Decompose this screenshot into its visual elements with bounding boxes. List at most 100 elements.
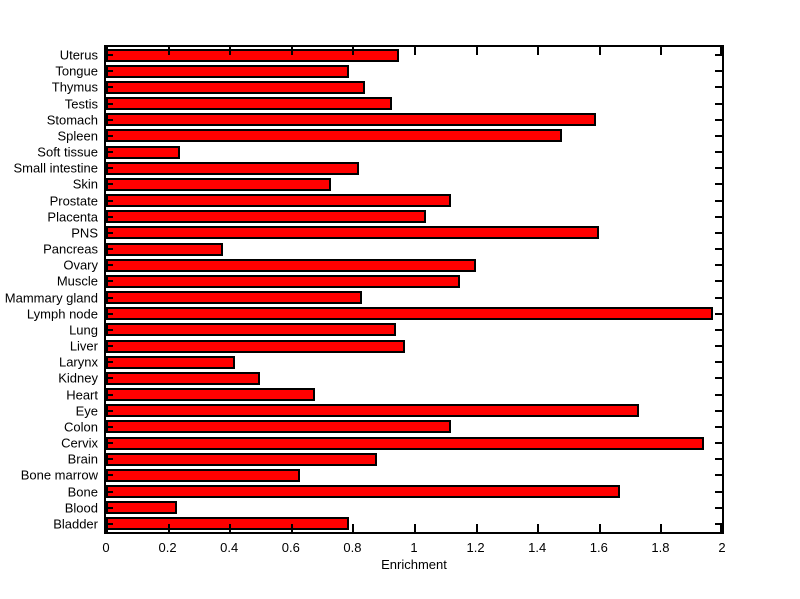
y-tick [715,361,722,364]
category-label: Skin [72,176,98,192]
y-tick [106,264,113,267]
y-tick [106,134,113,137]
x-tick [475,524,478,532]
y-tick [715,215,722,218]
bar-bone [106,485,621,499]
category-label: Small intestine [13,160,98,176]
bar-prostate [106,194,451,208]
y-tick [106,54,113,57]
y-tick [106,102,113,105]
category-label: Stomach [46,112,98,128]
x-tick [229,524,232,532]
y-tick [106,345,113,348]
x-tick [414,524,416,532]
x-tick-label: 1 [410,540,418,555]
category-label: Heart [66,387,98,403]
bar-cervix [106,436,704,450]
category-label: Blood [64,500,98,516]
x-tick [537,47,540,55]
x-tick-label: 1.6 [589,540,608,555]
x-tick [414,47,416,55]
y-tick [715,54,722,57]
bar-spleen [106,129,562,143]
x-tick [290,524,293,532]
x-tick-label: 1.4 [528,540,547,555]
category-label: Placenta [47,209,98,225]
category-label: Larynx [58,354,98,370]
bar-testis [106,97,393,111]
x-tick [720,524,722,532]
category-label: Thymus [51,79,98,95]
y-tick [715,393,722,396]
x-tick [106,47,108,55]
x-tick [475,47,478,55]
y-tick [106,280,113,283]
y-tick [106,474,113,477]
y-tick [715,345,722,348]
x-tick [167,47,170,55]
x-tick [660,524,663,532]
y-tick [715,151,722,154]
category-label: Ovary [63,257,98,273]
y-tick [715,458,722,461]
x-tick [106,524,108,532]
bar-skin [106,177,331,191]
category-label: Uterus [59,47,98,63]
bar-small-intestine [106,161,359,175]
bar-tongue [106,64,350,78]
x-tick [660,47,663,55]
x-tick-label: 0 [102,540,110,555]
y-tick [106,377,113,380]
y-tick [106,506,113,509]
bar-bone-marrow [106,468,301,482]
x-tick-label: 1.2 [466,540,485,555]
y-tick [715,167,722,170]
category-label: Liver [69,338,98,354]
bar-soft-tissue [106,145,180,159]
category-label: Eye [75,403,98,419]
x-tick [352,47,355,55]
category-label: Cervix [61,435,98,451]
y-tick [715,231,722,234]
bar-muscle [106,274,461,288]
y-tick [106,361,113,364]
bar-placenta [106,210,427,224]
y-tick [106,215,113,218]
x-tick [598,47,601,55]
y-tick [106,167,113,170]
category-label: Tongue [55,63,98,79]
category-label: Bone [67,484,98,500]
y-tick [715,425,722,428]
bar-brain [106,452,378,466]
y-tick [106,522,113,525]
y-tick [715,280,722,283]
y-tick [106,458,113,461]
bar-heart [106,388,316,402]
x-tick [229,47,232,55]
y-tick [715,118,722,121]
category-label: Lymph node [26,306,98,322]
y-tick [106,442,113,445]
y-tick [715,490,722,493]
y-tick [715,264,722,267]
y-tick [106,151,113,154]
bar-mammary-gland [106,291,362,305]
category-label: Bladder [53,516,98,532]
y-tick [106,328,113,331]
plot-area [104,45,724,534]
y-tick [106,231,113,234]
y-tick [106,199,113,202]
bar-liver [106,339,405,353]
bar-colon [106,420,451,434]
bar-stomach [106,113,596,127]
bar-larynx [106,355,236,369]
category-label: Soft tissue [37,144,98,160]
bar-pns [106,226,599,240]
y-tick [106,183,113,186]
y-tick [715,296,722,299]
y-tick [106,490,113,493]
y-tick [106,296,113,299]
bar-bladder [106,517,350,531]
category-label: PNS [71,225,98,241]
